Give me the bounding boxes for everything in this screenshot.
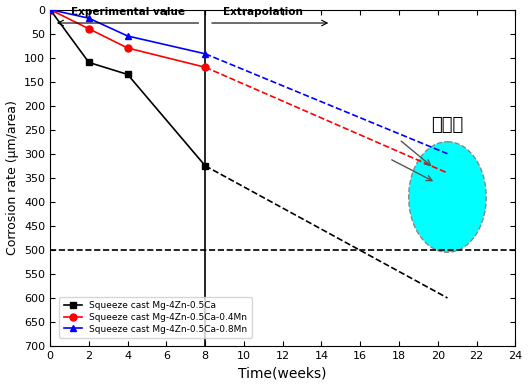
Squeeze cast Mg-4Zn-0.5Ca-0.4Mn — [86, 27, 92, 31]
Squeeze cast Mg-4Zn-0.5Ca-0.8Mn — [202, 51, 209, 56]
Squeeze cast Mg-4Zn-0.5Ca — [202, 163, 209, 168]
Squeeze cast Mg-4Zn-0.5Ca — [47, 7, 53, 12]
Line: Squeeze cast Mg-4Zn-0.5Ca-0.8Mn: Squeeze cast Mg-4Zn-0.5Ca-0.8Mn — [46, 6, 209, 57]
Squeeze cast Mg-4Zn-0.5Ca-0.4Mn — [202, 65, 209, 69]
Text: 목표값: 목표값 — [431, 116, 464, 134]
Squeeze cast Mg-4Zn-0.5Ca — [86, 60, 92, 65]
Squeeze cast Mg-4Zn-0.5Ca-0.4Mn — [125, 46, 131, 50]
Squeeze cast Mg-4Zn-0.5Ca-0.8Mn — [47, 7, 53, 12]
Y-axis label: Corrosion rate (μm/area): Corrosion rate (μm/area) — [6, 100, 18, 255]
Line: Squeeze cast Mg-4Zn-0.5Ca: Squeeze cast Mg-4Zn-0.5Ca — [46, 6, 209, 169]
Squeeze cast Mg-4Zn-0.5Ca — [125, 72, 131, 77]
Text: Extrapolation: Extrapolation — [223, 7, 303, 17]
Ellipse shape — [409, 142, 486, 252]
Legend: Squeeze cast Mg-4Zn-0.5Ca, Squeeze cast Mg-4Zn-0.5Ca-0.4Mn, Squeeze cast Mg-4Zn-: Squeeze cast Mg-4Zn-0.5Ca, Squeeze cast … — [59, 297, 252, 338]
Squeeze cast Mg-4Zn-0.5Ca-0.8Mn — [86, 16, 92, 20]
Text: Experimental value: Experimental value — [71, 7, 185, 17]
Line: Squeeze cast Mg-4Zn-0.5Ca-0.4Mn: Squeeze cast Mg-4Zn-0.5Ca-0.4Mn — [46, 6, 209, 71]
Squeeze cast Mg-4Zn-0.5Ca-0.4Mn — [47, 7, 53, 12]
Squeeze cast Mg-4Zn-0.5Ca-0.8Mn — [125, 34, 131, 38]
X-axis label: Time(weeks): Time(weeks) — [239, 366, 327, 381]
